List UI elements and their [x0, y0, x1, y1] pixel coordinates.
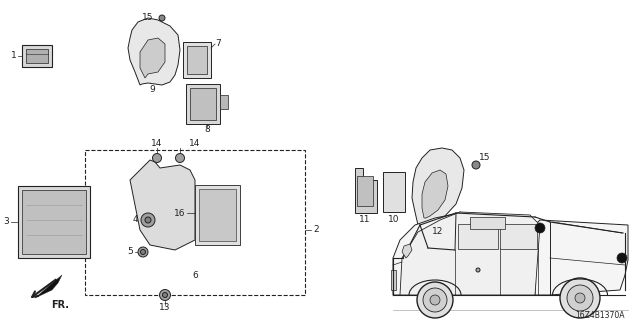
Circle shape: [159, 290, 170, 300]
Polygon shape: [35, 275, 62, 298]
Bar: [18, 186, 90, 258]
Circle shape: [138, 247, 148, 257]
Circle shape: [472, 161, 480, 169]
Text: 16: 16: [173, 209, 185, 218]
Text: 15: 15: [479, 154, 491, 163]
Text: 3: 3: [3, 218, 9, 227]
Text: 14: 14: [151, 139, 163, 148]
Bar: [186, 84, 220, 124]
Circle shape: [575, 293, 585, 303]
Bar: [85, 150, 305, 295]
Bar: [220, 95, 228, 109]
Bar: [470, 217, 505, 229]
Circle shape: [175, 154, 184, 163]
Bar: [183, 42, 211, 78]
Bar: [190, 88, 216, 120]
Circle shape: [567, 285, 593, 311]
Text: 8: 8: [204, 125, 210, 134]
Bar: [500, 224, 537, 249]
Circle shape: [417, 282, 453, 318]
Text: 16Z4B1370A: 16Z4B1370A: [575, 310, 625, 319]
Bar: [187, 46, 207, 74]
Text: 9: 9: [149, 85, 155, 94]
Circle shape: [141, 250, 145, 254]
Circle shape: [617, 253, 627, 263]
Bar: [383, 172, 405, 212]
Text: 14: 14: [189, 139, 201, 148]
Circle shape: [430, 295, 440, 305]
Circle shape: [560, 278, 600, 318]
Bar: [22, 190, 86, 254]
Text: 6: 6: [192, 270, 198, 279]
Text: 15: 15: [142, 12, 154, 21]
Polygon shape: [130, 160, 195, 250]
Circle shape: [535, 223, 545, 233]
Text: 11: 11: [359, 215, 371, 225]
Text: 2: 2: [313, 225, 319, 234]
Bar: [195, 185, 240, 245]
Text: 7: 7: [215, 39, 221, 49]
Bar: [22, 45, 52, 67]
Polygon shape: [535, 220, 628, 295]
Text: 13: 13: [159, 303, 171, 313]
Bar: [391, 270, 396, 290]
Text: 1: 1: [11, 52, 17, 60]
Bar: [199, 189, 236, 241]
Text: 10: 10: [388, 215, 400, 225]
Text: 12: 12: [432, 228, 444, 236]
Polygon shape: [140, 38, 165, 78]
Polygon shape: [128, 18, 180, 85]
Polygon shape: [402, 244, 412, 258]
Circle shape: [152, 154, 161, 163]
Circle shape: [476, 268, 480, 272]
Bar: [458, 224, 498, 249]
Bar: [357, 176, 373, 206]
Polygon shape: [355, 168, 377, 213]
Polygon shape: [412, 148, 464, 225]
Circle shape: [163, 292, 168, 298]
Text: 5: 5: [127, 247, 133, 257]
Polygon shape: [400, 212, 540, 295]
Bar: [26, 49, 48, 63]
Polygon shape: [393, 212, 535, 295]
Text: 4: 4: [132, 215, 138, 225]
Circle shape: [159, 15, 165, 21]
Circle shape: [423, 288, 447, 312]
Polygon shape: [422, 170, 448, 218]
Circle shape: [145, 217, 151, 223]
Circle shape: [141, 213, 155, 227]
Text: FR.: FR.: [51, 300, 69, 310]
